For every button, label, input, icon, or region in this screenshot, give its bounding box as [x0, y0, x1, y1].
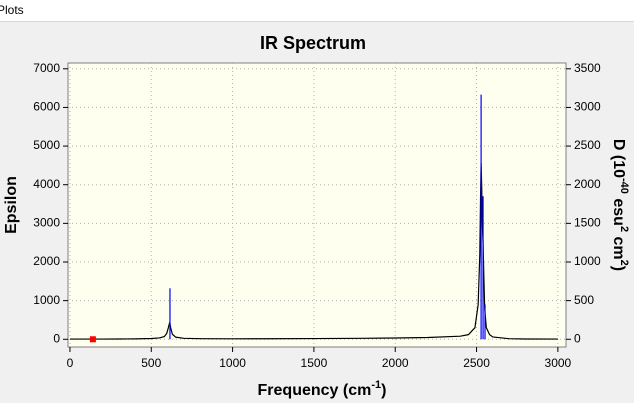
x-tick-label: 3000: [545, 356, 572, 370]
y-axis-label: Epsilon: [3, 176, 20, 234]
plot-area: [67, 62, 567, 348]
y2-tick-label: 500: [574, 293, 594, 307]
y2-tick-label: 0: [574, 331, 581, 345]
y-tick-label: 3000: [33, 216, 60, 230]
x-tick-label: 500: [141, 356, 161, 370]
x-tick-label: 2000: [382, 356, 409, 370]
y2-tick-label: 1000: [574, 254, 601, 268]
y-tick-label: 7000: [33, 61, 60, 75]
chart: IR Spectrum Frequency (cm-1) Epsilon D (…: [3, 33, 630, 399]
y2-tick-label: 2500: [574, 138, 601, 152]
y2-tick-label: 2000: [574, 177, 601, 191]
x-tick-label: 1000: [219, 356, 246, 370]
x-tick-label: 2500: [463, 356, 490, 370]
spectrum-line: [69, 163, 558, 340]
menu-bar: Plots: [0, 0, 634, 22]
chart-title: IR Spectrum: [260, 33, 366, 53]
marker: [89, 336, 96, 343]
y2-axis-label: D (10-40 esu2 cm2): [610, 139, 630, 271]
x-tick-label: 0: [67, 356, 74, 370]
x-tick-label: 1500: [301, 356, 328, 370]
x-axis-label: Frequency (cm-1): [258, 379, 387, 399]
y-tick-label: 0: [53, 331, 60, 345]
y-tick-label: 1000: [33, 293, 60, 307]
y-tick-label: 2000: [33, 254, 60, 268]
y2-tick-label: 3500: [574, 61, 601, 75]
y-tick-label: 5000: [33, 138, 60, 152]
menu-item[interactable]: Plots: [0, 3, 24, 17]
y-tick-label: 4000: [33, 177, 60, 191]
y2-tick-label: 3000: [574, 100, 601, 114]
y-tick-label: 6000: [33, 100, 60, 114]
y2-tick-label: 1500: [574, 216, 601, 230]
